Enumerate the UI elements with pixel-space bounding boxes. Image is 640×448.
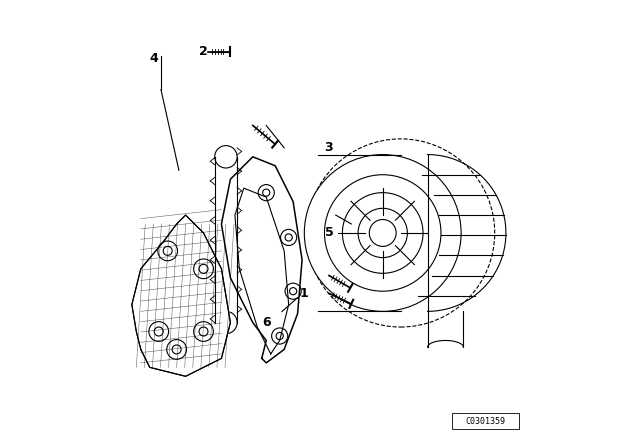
Polygon shape xyxy=(132,215,230,376)
Text: C0301359: C0301359 xyxy=(466,417,506,426)
Text: 3: 3 xyxy=(324,141,333,155)
Text: 5: 5 xyxy=(324,226,333,240)
Text: 2: 2 xyxy=(199,45,208,58)
Text: 4: 4 xyxy=(150,52,159,65)
Text: 1: 1 xyxy=(300,287,308,300)
Text: 6: 6 xyxy=(262,316,271,329)
Circle shape xyxy=(305,155,461,311)
